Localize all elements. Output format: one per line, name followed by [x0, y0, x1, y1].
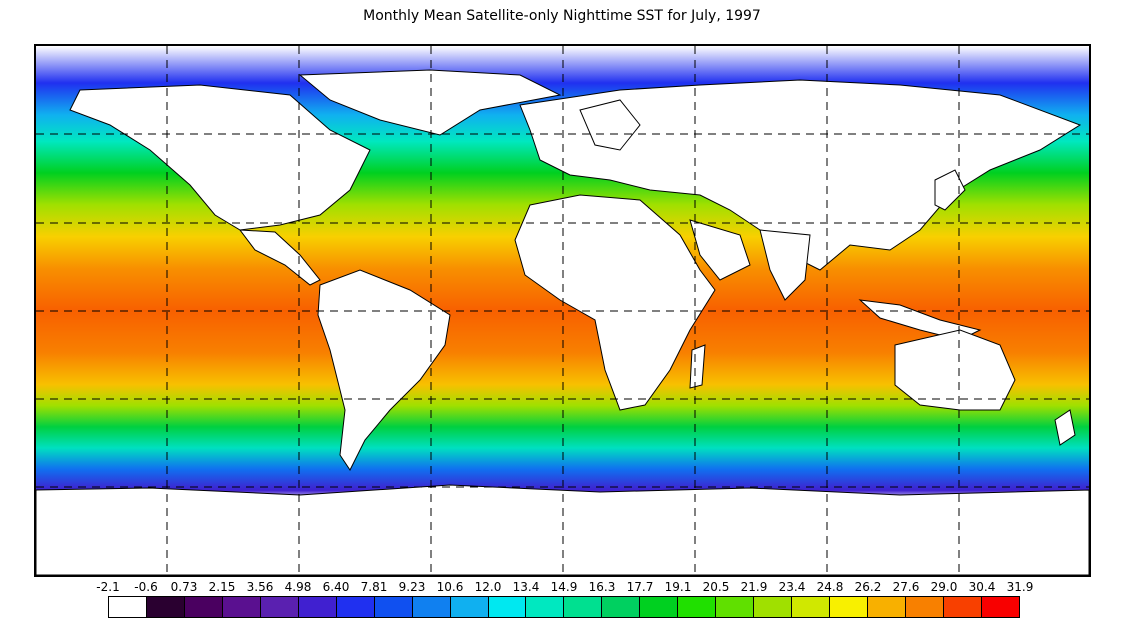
colorbar-swatch	[146, 597, 185, 617]
colorbar-tick-label: 6.40	[322, 580, 350, 594]
colorbar-tick-label: 24.8	[816, 580, 844, 594]
colorbar-swatch	[943, 597, 982, 617]
colorbar-swatch	[868, 597, 907, 617]
colorbar-swatch	[488, 597, 527, 617]
colorbar-swatch	[754, 597, 793, 617]
colorbar-swatch	[374, 597, 413, 617]
colorbar-tick-label: 14.9	[550, 580, 578, 594]
eurasia	[519, 79, 1082, 271]
colorbar-tick-label: 19.1	[664, 580, 692, 594]
colorbar-tick-label: -2.1	[96, 580, 120, 594]
colorbar-swatch	[564, 597, 603, 617]
colorbar-swatch	[260, 597, 299, 617]
colorbar-tick-label: 23.4	[778, 580, 806, 594]
africa	[514, 194, 716, 411]
colorbar-tick-label: 27.6	[892, 580, 920, 594]
south-america	[317, 269, 451, 471]
colorbar-tick-label: 31.9	[1006, 580, 1034, 594]
scandinavia	[579, 99, 641, 151]
colorbar-swatch	[298, 597, 337, 617]
colorbar-tick-label: 12.0	[474, 580, 502, 594]
australia	[894, 329, 1016, 411]
central-america	[238, 229, 321, 286]
colorbar-swatch	[678, 597, 717, 617]
colorbar-swatch	[184, 597, 223, 617]
greenland	[298, 69, 562, 136]
colorbar-labels: -2.1 -0.6 0.73 2.15 3.56 4.98 6.40 7.81 9.23 10.6…	[0, 580, 1124, 596]
colorbar-swatch	[602, 597, 641, 617]
colorbar-tick-label: 17.7	[626, 580, 654, 594]
colorbar-tick-label: -0.6	[134, 580, 158, 594]
colorbar-tick-label: 13.4	[512, 580, 540, 594]
colorbar-tick-label: 20.5	[702, 580, 730, 594]
colorbar-swatch	[906, 597, 944, 617]
colorbar-tick-label: 16.3	[588, 580, 616, 594]
colorbar-swatch	[716, 597, 755, 617]
japan	[934, 169, 966, 211]
colorbar-tick-label: 29.0	[930, 580, 958, 594]
colorbar-swatch	[222, 597, 261, 617]
colorbar-swatch	[981, 597, 1019, 617]
colorbar-swatch	[336, 597, 375, 617]
colorbar-swatch	[830, 597, 869, 617]
colorbar-tick-label: 7.81	[360, 580, 388, 594]
north-america	[69, 84, 371, 231]
colorbar-tick-label: 4.98	[284, 580, 312, 594]
colorbar-tick-label: 26.2	[854, 580, 882, 594]
madagascar	[689, 344, 706, 389]
colorbar-tick-label: 30.4	[968, 580, 996, 594]
colorbar-swatch	[526, 597, 565, 617]
colorbar-tick-label: 0.73	[170, 580, 198, 594]
map-title: Monthly Mean Satellite-only Nighttime SS…	[363, 8, 761, 24]
colorbar-swatch	[412, 597, 451, 617]
graticule	[36, 46, 1089, 575]
colorbar-tick-label: 10.6	[436, 580, 464, 594]
colorbar-swatch	[640, 597, 679, 617]
colorbar-tick-label: 3.56	[246, 580, 274, 594]
colorbar-tick-label: 9.23	[398, 580, 426, 594]
colorbar	[108, 596, 1020, 618]
arabia	[689, 219, 751, 281]
colorbar-swatch	[792, 597, 831, 617]
colorbar-tick-label: 2.15	[208, 580, 236, 594]
colorbar-swatch	[109, 597, 147, 617]
colorbar-tick-label: 21.9	[740, 580, 768, 594]
colorbar-swatch	[450, 597, 489, 617]
india	[759, 229, 811, 301]
new-zealand	[1054, 409, 1076, 446]
